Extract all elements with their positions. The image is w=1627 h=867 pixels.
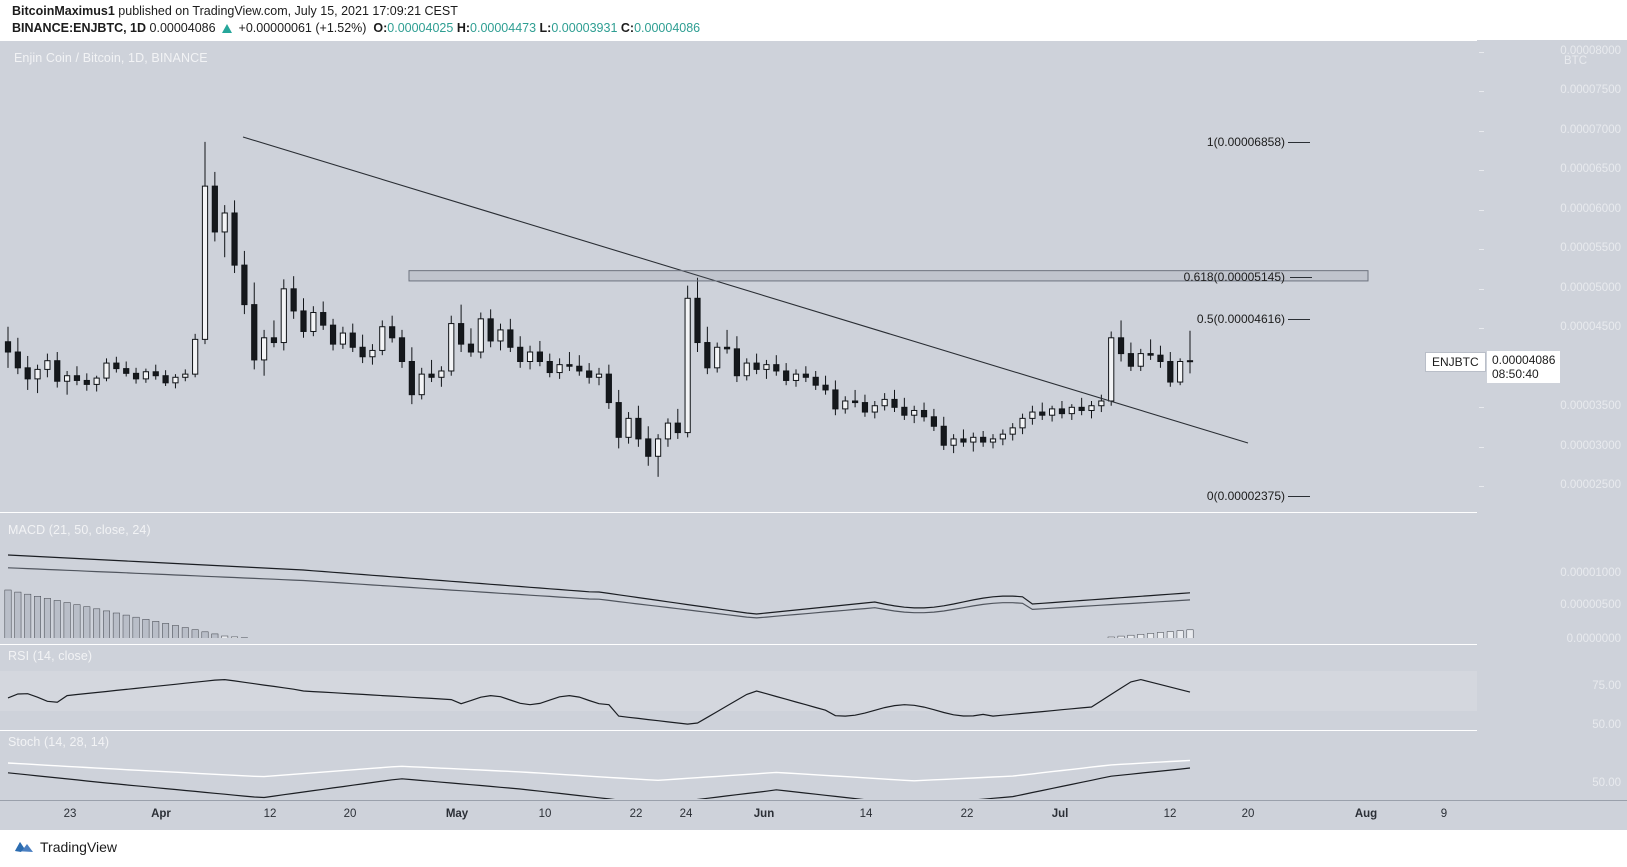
- price-tick-dash: [1479, 446, 1484, 448]
- tradingview-logo-icon: [15, 842, 33, 852]
- time-axis-label: 22: [960, 808, 974, 820]
- price-tick-label: 0.00005500: [1560, 242, 1621, 255]
- price-tick-dash: [1479, 288, 1484, 290]
- price-tick-label: 0.00003000: [1560, 439, 1621, 452]
- low-key: L:: [539, 21, 552, 35]
- pane-separator-main-macd: [0, 512, 1477, 513]
- time-axis-label: 24: [679, 808, 693, 820]
- time-axis-label: 20: [1241, 808, 1255, 820]
- tradingview-logo[interactable]: TradingView: [14, 839, 117, 855]
- current-price-value: 0.00004086: [1492, 353, 1556, 367]
- current-price-tag: 0.00004086 08:50:40: [1487, 351, 1561, 383]
- time-axis-label: 20: [343, 808, 357, 820]
- author-name: BitcoinMaximus1: [12, 4, 115, 18]
- price-tick-dash: [1479, 130, 1484, 132]
- price-tick-dash: [1479, 209, 1484, 211]
- fib-dash-0-618: [1290, 277, 1312, 279]
- price-tick-dash: [1479, 51, 1484, 53]
- price-tick-dash: [1479, 407, 1484, 409]
- time-axis-label: 22: [629, 808, 643, 820]
- quote-line: BINANCE:ENJBTC, 1D 0.00004086 +0.0000006…: [12, 21, 700, 35]
- fib-label-0-618: 0.618(0.00005145): [1183, 270, 1285, 285]
- price-tick-dash: [1479, 249, 1484, 251]
- fib-label-0-5: 0.5(0.00004616): [1196, 312, 1285, 327]
- stoch-pane-title: Stoch (14, 28, 14): [8, 735, 110, 749]
- price-tick-dash: [1479, 486, 1484, 488]
- price-tick-dash: [1479, 91, 1484, 93]
- time-axis-label: 23: [63, 808, 77, 820]
- macd-pane-title: MACD (21, 50, close, 24): [8, 523, 151, 537]
- macd-tick-label: 0.00001000: [1560, 567, 1621, 579]
- macd-series: [4, 554, 1194, 638]
- time-axis-label: 12: [263, 808, 277, 820]
- price-tick-label: 0.00003500: [1560, 400, 1621, 413]
- open-key: O:: [373, 21, 388, 35]
- time-axis-label: Jul: [1051, 808, 1069, 820]
- symbol-label: BINANCE:ENJBTC, 1D: [12, 21, 147, 35]
- time-axis-label: Jun: [753, 808, 775, 820]
- fib-dash-1: [1288, 142, 1310, 144]
- footer: TradingView: [0, 830, 1627, 867]
- price-tick-label: 0.00005000: [1560, 281, 1621, 294]
- price-tick-label: 0.00004500: [1560, 321, 1621, 334]
- fib-label-1: 1(0.00006858): [1206, 135, 1285, 150]
- low-value: 0.00003931: [551, 21, 618, 35]
- price-tick-label: 0.00002500: [1560, 479, 1621, 492]
- drawings-layer[interactable]: [0, 40, 1477, 510]
- price-axis[interactable]: 0.00008000 0.00007500 0.00007000 0.00006500…: [1425, 40, 1627, 800]
- time-axis-label: 9: [1440, 808, 1448, 820]
- time-axis-label: Aug: [1354, 808, 1378, 820]
- macd-tick-label: 0.00000500: [1560, 599, 1621, 611]
- fib-dash-0-5: [1288, 319, 1310, 321]
- rsi-tick-label: 75.00: [1592, 680, 1621, 692]
- fib-dash-0: [1288, 496, 1310, 498]
- time-axis-label: 10: [538, 808, 552, 820]
- time-axis-label: 12: [1163, 808, 1177, 820]
- rsi-pane-title: RSI (14, close): [8, 649, 93, 663]
- price-tick-label: 0.00006500: [1560, 163, 1621, 176]
- symbol-price-tag: ENJBTC: [1425, 352, 1486, 372]
- price-tick-label: 0.00008000: [1560, 44, 1621, 57]
- high-value: 0.00004473: [470, 21, 537, 35]
- pane-separator-rsi-stoch: [0, 730, 1477, 731]
- chart-header: BitcoinMaximus1 published on TradingView…: [0, 0, 1627, 40]
- rsi-series: [0, 671, 1477, 725]
- open-value: 0.00004025: [387, 21, 454, 35]
- last-price: 0.00004086: [149, 21, 216, 35]
- up-arrow-icon: [222, 24, 233, 33]
- fib-label-0: 0(0.00002375): [1206, 489, 1285, 504]
- stoch-series: [7, 759, 1191, 799]
- high-key: H:: [456, 21, 471, 35]
- time-axis-label: May: [445, 808, 469, 820]
- publish-text: published on TradingView.com, July 15, 2…: [114, 4, 458, 18]
- price-tick-dash: [1479, 170, 1484, 172]
- time-axis[interactable]: 23 Apr 12 20 May 10 22 24 Jun 14 22 Jul 12 20 Aug 9: [0, 800, 1627, 830]
- close-key: C:: [620, 21, 635, 35]
- chart-canvas[interactable]: Enjin Coin / Bitcoin, 1D, BINANCE 1(0.00…: [0, 40, 1627, 800]
- pane-separator-top: [0, 40, 1477, 41]
- macd-tick-label: 0.0000000: [1566, 633, 1621, 645]
- main-pane-title: Enjin Coin / Bitcoin, 1D, BINANCE: [14, 51, 208, 65]
- pane-separator-macd-rsi: [0, 644, 1477, 645]
- price-tick-label: 0.00006000: [1560, 202, 1621, 215]
- close-value: 0.00004086: [634, 21, 701, 35]
- time-axis-label: Apr: [151, 808, 171, 820]
- price-axis-unit: BTC: [1564, 55, 1587, 67]
- rsi-tick-label: 50.00: [1592, 719, 1621, 731]
- time-axis-label: 14: [859, 808, 873, 820]
- price-tick-dash: [1479, 328, 1484, 330]
- bar-countdown: 08:50:40: [1492, 367, 1539, 381]
- price-change: +0.00000061 (+1.52%): [238, 21, 367, 35]
- price-tick-label: 0.00007500: [1560, 84, 1621, 97]
- stoch-tick-label: 50.00: [1592, 777, 1621, 789]
- price-series: [4, 141, 1194, 477]
- price-tick-label: 0.00007000: [1560, 123, 1621, 136]
- publish-line: BitcoinMaximus1 published on TradingView…: [12, 4, 458, 18]
- time-axis-divider: [0, 800, 1627, 801]
- tradingview-logo-text: TradingView: [40, 839, 118, 855]
